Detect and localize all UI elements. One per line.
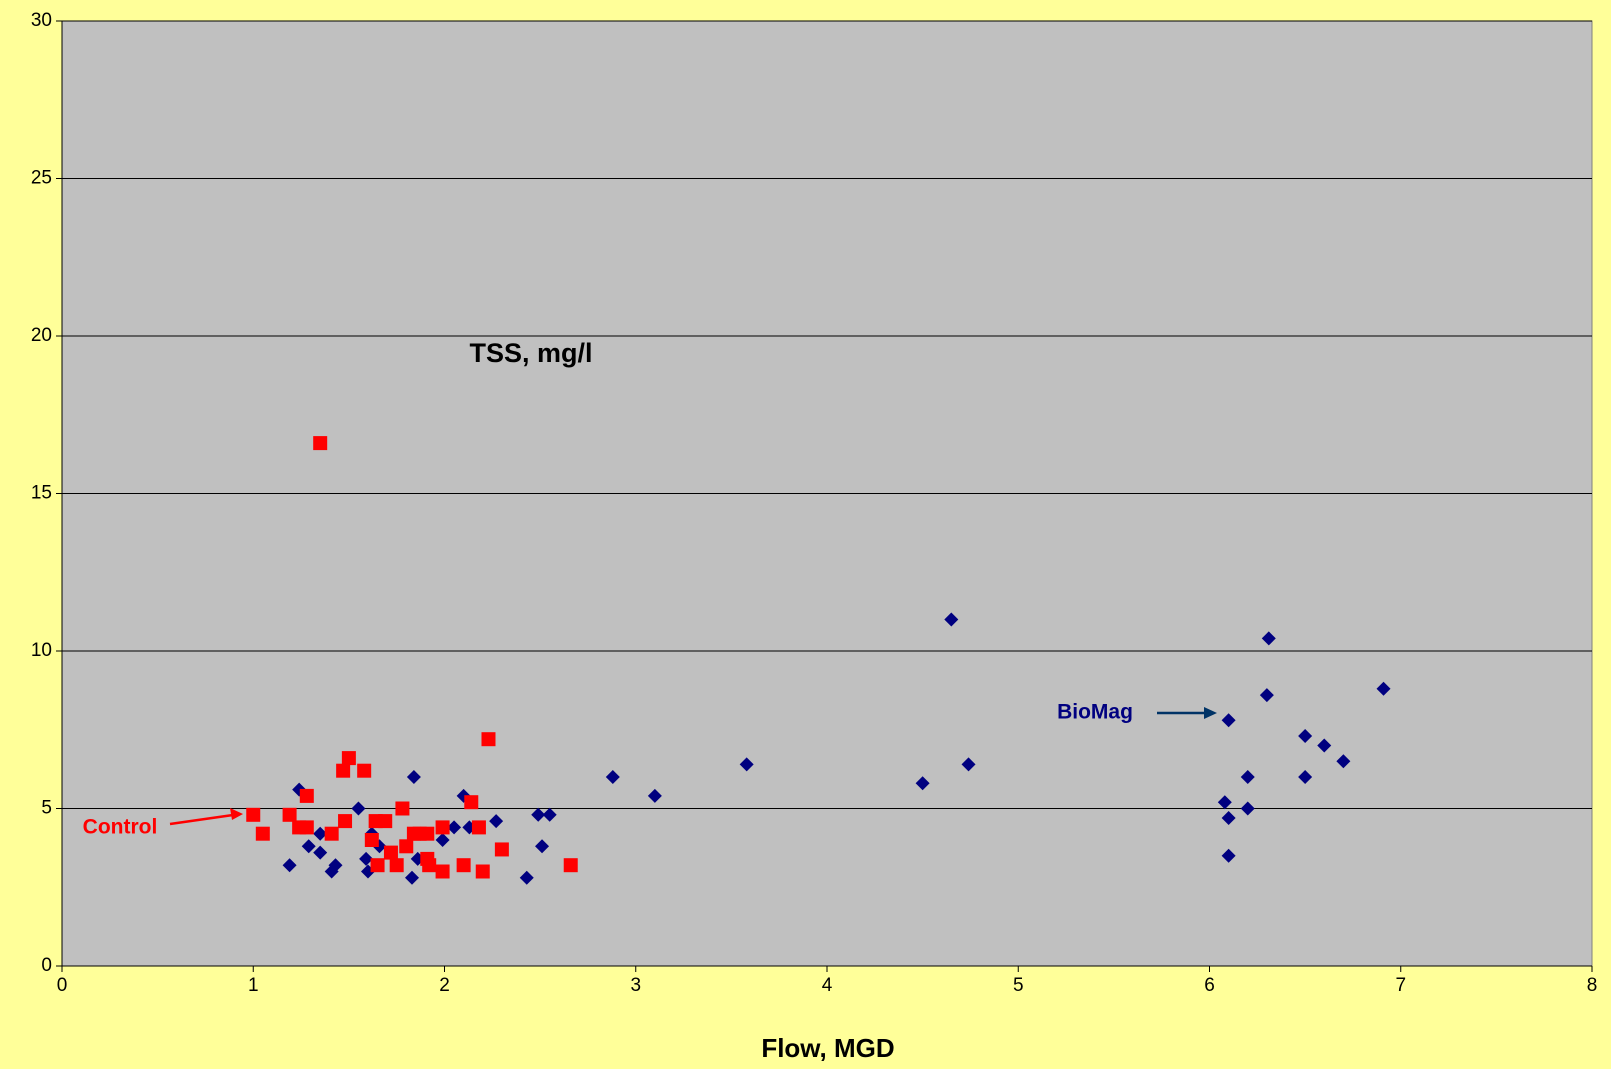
annotation: BioMag [1057, 701, 1133, 724]
x-tick-label: 3 [630, 975, 641, 996]
point [255, 826, 270, 841]
point [246, 807, 261, 822]
point [364, 833, 379, 847]
x-tick-label: 4 [822, 975, 833, 996]
point [1336, 754, 1351, 769]
y-tick-label: 20 [31, 325, 52, 346]
point [542, 807, 557, 822]
chart-title: TSS, mg/l [469, 338, 592, 368]
point [1376, 681, 1391, 696]
point [1298, 770, 1313, 784]
point [447, 820, 462, 835]
point [341, 751, 356, 766]
arrow-head [230, 808, 243, 820]
x-tick-label: 5 [1013, 975, 1024, 996]
point [605, 770, 620, 784]
point [357, 763, 372, 778]
y-tick-label: 5 [41, 798, 52, 819]
point [535, 839, 550, 854]
point [519, 870, 534, 885]
point [313, 845, 328, 860]
point [299, 820, 314, 835]
point [313, 826, 328, 841]
point [378, 814, 393, 829]
point [336, 763, 351, 778]
point [531, 807, 546, 822]
point [961, 757, 976, 772]
point [324, 826, 339, 841]
y-tick-label: 15 [31, 483, 52, 504]
point [359, 851, 374, 866]
annotation-arrow [169, 812, 241, 826]
x-axis-label: Flow, MGD [761, 1033, 894, 1063]
x-tick-label: 8 [1587, 975, 1598, 996]
point [1317, 738, 1332, 753]
point [1221, 848, 1236, 863]
x-tick-label: 1 [248, 975, 259, 996]
point [1298, 729, 1313, 744]
point [1221, 810, 1236, 825]
point [351, 801, 366, 816]
point [313, 436, 328, 451]
x-tick-label: 2 [439, 975, 450, 996]
point [406, 770, 421, 784]
x-tick-label: 6 [1204, 975, 1215, 996]
point [328, 858, 343, 873]
point [1261, 631, 1276, 646]
point [1240, 770, 1255, 784]
point [389, 858, 404, 873]
y-tick-label: 0 [41, 955, 52, 976]
point [435, 833, 450, 847]
point [383, 845, 398, 860]
point [404, 870, 419, 885]
point [370, 858, 385, 873]
point [944, 612, 959, 627]
point [435, 864, 450, 879]
point [471, 820, 486, 835]
point [1259, 688, 1274, 703]
y-tick-label: 10 [31, 640, 52, 661]
point [489, 814, 504, 829]
point [435, 820, 450, 835]
point [475, 864, 490, 879]
point [739, 757, 754, 772]
point [464, 795, 479, 810]
arrow-head [1204, 707, 1217, 719]
x-tick-label: 0 [57, 975, 68, 996]
point [399, 839, 414, 854]
point [563, 858, 578, 873]
point [1217, 795, 1232, 810]
point [301, 839, 316, 854]
y-tick-label: 25 [31, 168, 52, 189]
point [422, 858, 437, 873]
point [481, 732, 496, 747]
point [338, 814, 353, 829]
point [915, 776, 930, 791]
point [395, 801, 410, 816]
point [1221, 713, 1236, 728]
point [647, 788, 662, 803]
point [494, 842, 509, 857]
point [420, 826, 435, 841]
annotation: Control [83, 816, 158, 839]
x-tick-label: 7 [1395, 975, 1406, 996]
point [456, 858, 471, 873]
point [299, 788, 314, 803]
point [282, 858, 297, 873]
y-tick-label: 30 [31, 10, 52, 31]
point [1240, 801, 1255, 816]
point [282, 807, 297, 822]
